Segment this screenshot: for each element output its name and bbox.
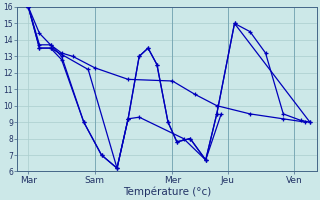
X-axis label: Température (°c): Température (°c) <box>123 186 211 197</box>
